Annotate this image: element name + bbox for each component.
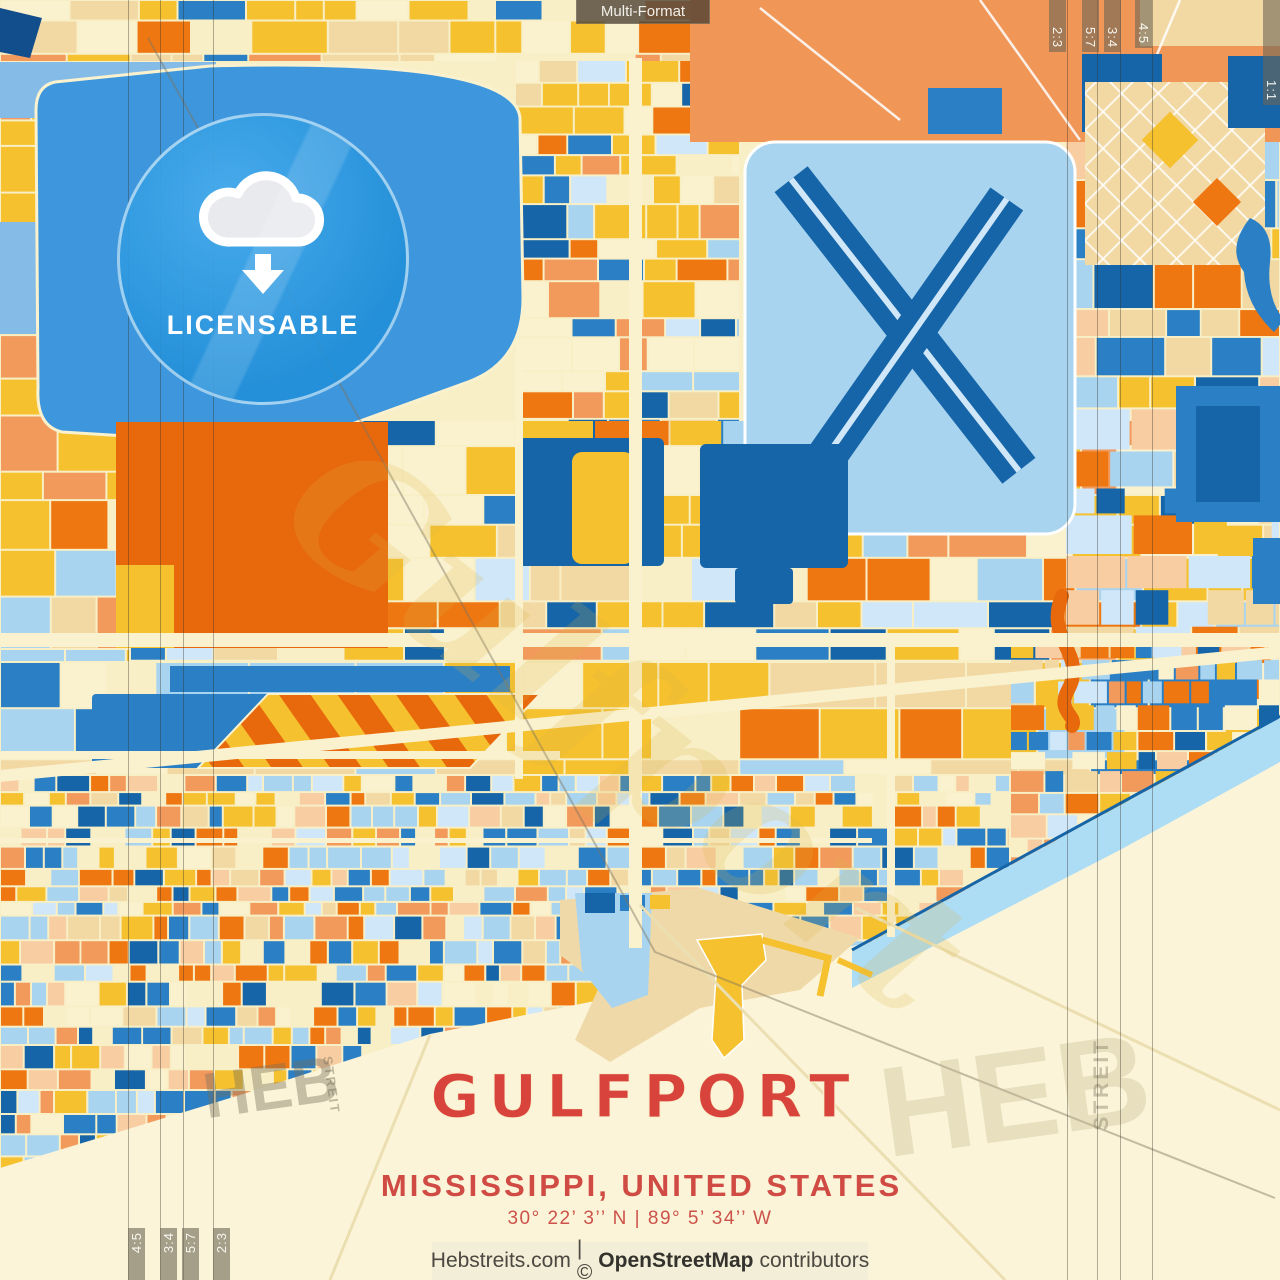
- aspect-ratio-mark-2-3: 2:3: [213, 1228, 230, 1280]
- aspect-ratio-mark-3-4: 3:4: [1104, 0, 1121, 52]
- aspect-ratio-label: 2:3: [1050, 26, 1065, 48]
- aspect-ratio-label: 2:3: [214, 1232, 229, 1254]
- aspect-ratio-mark-2-3: 2:3: [1049, 0, 1066, 52]
- aspect-ratio-mark-4-5: 4:5: [1135, 0, 1152, 48]
- cloud-download-icon: [199, 171, 324, 294]
- osm-credit: OpenStreetMap: [598, 1249, 754, 1272]
- aspect-ratio-mark-3-4: 3:4: [160, 1228, 177, 1280]
- licensable-label: LICENSABLE: [166, 310, 360, 340]
- licensable-badge[interactable]: LICENSABLE: [117, 113, 409, 405]
- crop-guide-line: [1067, 0, 1068, 1280]
- aspect-ratio-label: 1:1: [1264, 79, 1279, 101]
- aspect-ratio-label: 5:7: [183, 1232, 198, 1254]
- page-title: GULFPORT: [430, 1061, 859, 1132]
- aspect-ratio-label: 3:4: [161, 1232, 176, 1254]
- crop-guide-line: [1120, 0, 1121, 1280]
- footer-divider: | ©: [576, 1237, 593, 1280]
- multi-format-tab: Multi-Format: [576, 0, 710, 24]
- page-subtitle: MISSISSIPPI, UNITED STATES: [380, 1168, 903, 1203]
- footer-suffix: contributors: [759, 1249, 870, 1272]
- crop-guide-line: [128, 0, 129, 1280]
- aspect-ratio-label: 4:5: [1136, 22, 1151, 44]
- major-roads: [0, 37, 1280, 1280]
- aspect-ratio-label: 3:4: [1105, 26, 1120, 48]
- crop-guide-line: [213, 0, 214, 1280]
- aspect-ratio-mark-5-7: 5:7: [1082, 0, 1099, 52]
- crop-guide-line: [183, 0, 184, 1280]
- crop-guide-line: [160, 0, 161, 1280]
- aspect-ratio-label: 5:7: [1083, 26, 1098, 48]
- crop-guide-line: [1152, 0, 1153, 1280]
- aspect-ratio-mark-5-7: 5:7: [182, 1228, 199, 1280]
- aspect-ratio-label: 4:5: [129, 1232, 144, 1254]
- coordinates-text: 30° 22’ 3’’ N | 89° 5’ 34’’ W: [507, 1208, 773, 1229]
- site-credit: Hebstreits.com: [430, 1249, 571, 1272]
- attribution-footer: Hebstreits.com | © OpenStreetMap contrib…: [430, 1237, 870, 1280]
- crop-guide-line: [1097, 0, 1098, 1280]
- aspect-ratio-mark-4-5: 4:5: [128, 1228, 145, 1280]
- aspect-ratio-mark-1-1: 1:1: [1263, 0, 1280, 105]
